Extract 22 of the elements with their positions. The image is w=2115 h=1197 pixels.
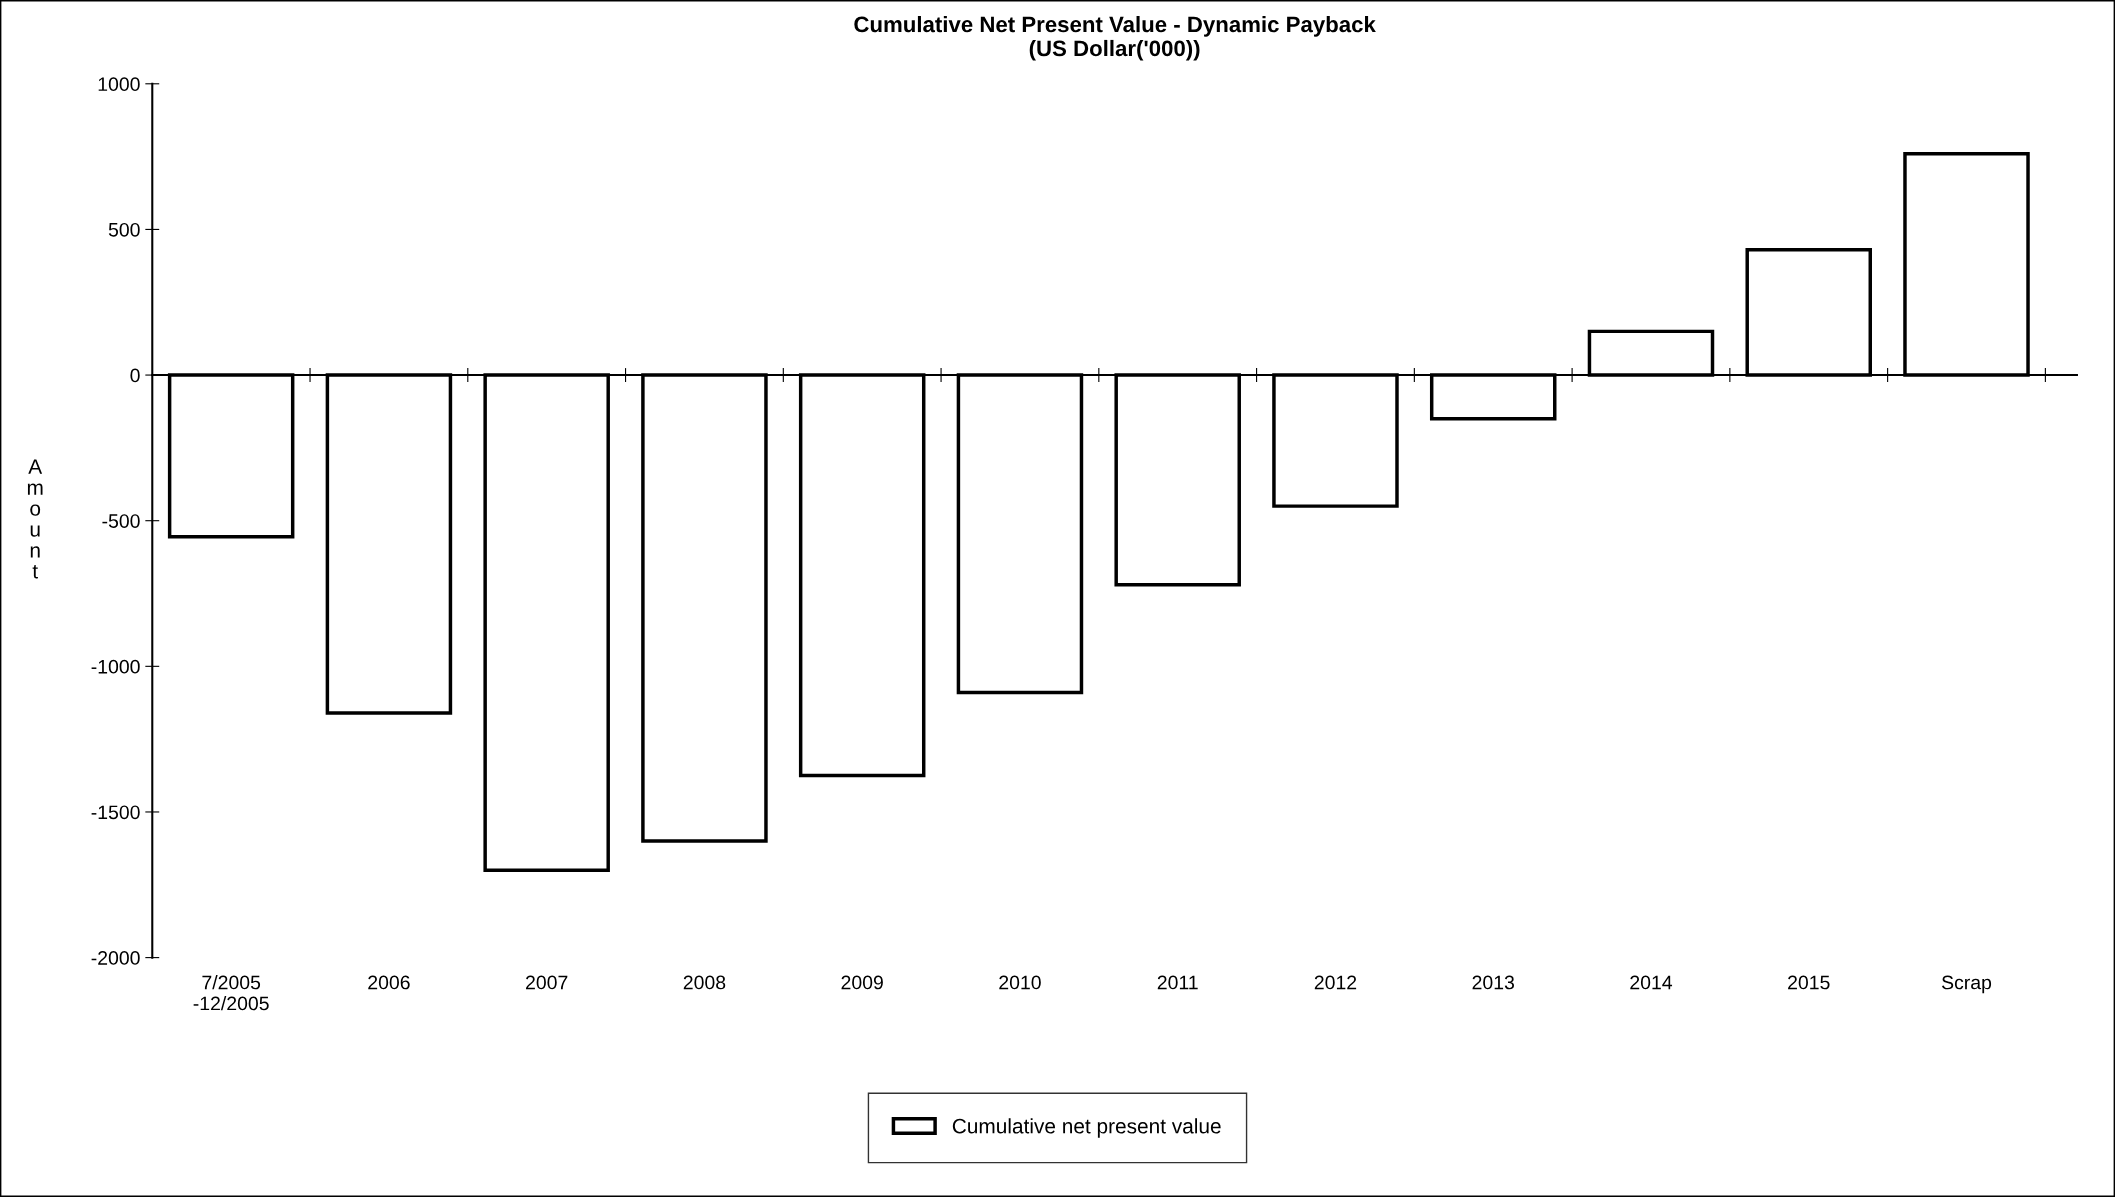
x-tick-label: 7/2005 -12/2005 (193, 975, 269, 1011)
x-tick-label: 2010 (999, 975, 1041, 990)
y-tick-label: -2000 (91, 951, 140, 965)
y-tick-label: -500 (102, 514, 140, 528)
x-tick-label: 2014 (1630, 975, 1673, 990)
y-tick-label: -1000 (91, 659, 140, 674)
x-tick-label: 2012 (1314, 975, 1357, 990)
y-tick-label: -1500 (91, 805, 140, 820)
x-tick-label: 2007 (526, 975, 568, 990)
y-axis-title: Amount (27, 459, 43, 579)
y-tick-label: 0 (130, 368, 140, 383)
x-tick-label: 2006 (368, 975, 410, 990)
x-tick-label: Scrap (1941, 975, 1992, 994)
y-tick-label: 1000 (98, 77, 140, 92)
legend-label: Cumulative net present value (952, 1118, 1221, 1138)
x-tick-label: 2009 (841, 975, 883, 990)
y-tick-label: 500 (108, 222, 140, 237)
x-tick-label: 2011 (1157, 975, 1198, 990)
chart-title: Cumulative Net Present Value - Dynamic Payback (US Dollar('000)) (854, 15, 1376, 61)
x-tick-label: 2015 (1788, 975, 1830, 990)
x-tick-label: 2008 (683, 975, 726, 990)
x-tick-label: 2013 (1472, 975, 1514, 990)
